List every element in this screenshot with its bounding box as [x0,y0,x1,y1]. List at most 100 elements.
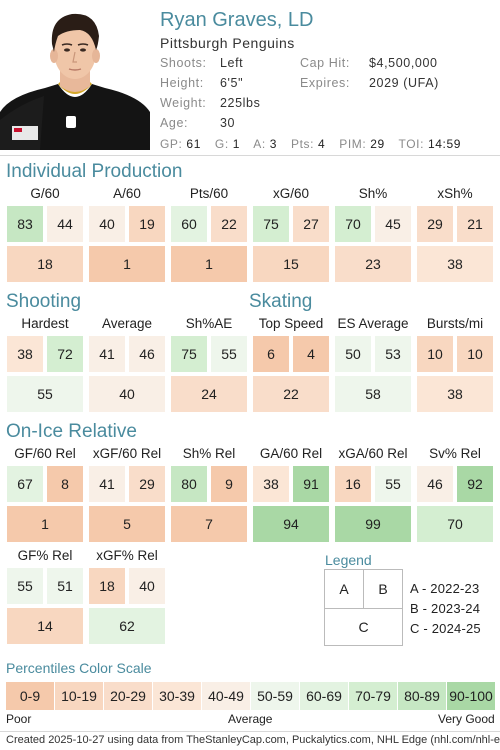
stat-cell-b: 53 [375,336,411,372]
stat-label: GA/60 Rel [259,446,323,461]
stat-cell-a: 83 [7,206,43,242]
player-team: Pittsburgh Penguins [160,35,295,51]
stat-label: xSh% [437,186,473,201]
stat-cell-b: 46 [129,336,165,372]
stat-cell-a: 67 [7,466,43,502]
stat-label: GF/60 Rel [14,446,76,461]
stat-cell-c: 23 [335,246,411,282]
scale-cell: 40-49 [202,682,250,710]
stat-label: Sh% [358,186,388,201]
scale-cell: 0-9 [6,682,54,710]
stat-cell-c: 40 [89,376,165,412]
pim-value: 29 [370,137,385,151]
stat-cell-b: 45 [375,206,411,242]
a-key: A: [253,137,266,151]
legend-title: Legend [325,552,372,568]
stat-cell-b: 29 [129,466,165,502]
height-value: 6'5" [220,76,244,90]
stat-cell-b: 72 [47,336,83,372]
height-row: Height: [160,76,204,90]
stat-cell-b: 19 [129,206,165,242]
stat-cell-c: 38 [417,376,493,412]
stat-cell-c: 38 [417,246,493,282]
stat-label: xGF% Rel [96,548,158,563]
scale-title: Percentiles Color Scale [6,660,152,676]
height-value-wrap: 6'5" [220,76,243,90]
player-name: Ryan Graves, LD [160,9,314,31]
expires-value: 2029 (UFA) [369,76,439,90]
stat-label: G/60 [30,186,60,201]
stat-cell-b: 9 [211,466,247,502]
scale-label-poor: Poor [6,712,32,726]
stat-cell-a: 70 [335,206,371,242]
age-value: 30 [220,116,236,130]
stat-cell-a: 29 [417,206,453,242]
legend-box-c: C [324,608,403,646]
pts-value: 4 [318,137,326,151]
stat-label: xGA/60 Rel [338,446,408,461]
pim-key: PIM: [339,137,367,151]
stat-cell-b: 27 [293,206,329,242]
footer-credits: Created 2025-10-27 using data from TheSt… [6,734,500,746]
stat-cell-b: 22 [211,206,247,242]
stat-cell-b: 44 [47,206,83,242]
stat-cell-b: 8 [47,466,83,502]
stat-label: Sh% Rel [182,446,236,461]
scale-cell: 30-39 [153,682,201,710]
stat-label: Pts/60 [189,186,229,201]
section-title-individual: Individual Production [6,161,183,182]
stat-label: ES Average [337,316,409,331]
weight-row: Weight: [160,96,206,110]
caphit-key: Cap Hit: [300,56,350,70]
stat-cell-b: 4 [293,336,329,372]
stat-label: A/60 [113,186,141,201]
stat-cell-b: 91 [293,466,329,502]
stat-cell-a: 60 [171,206,207,242]
toi-value: 14:59 [427,137,462,151]
stat-cell-a: 75 [253,206,289,242]
stat-cell-c: 94 [253,506,329,542]
stat-cell-b: 92 [457,466,493,502]
stat-cell-c: 18 [7,246,83,282]
expires-value-wrap: 2029 (UFA) [369,76,439,90]
gp-value: 61 [186,137,201,151]
footer-divider [0,731,500,732]
stat-cell-a: 75 [171,336,207,372]
stat-label: Sv% Rel [429,446,481,461]
stat-cell-c: 22 [253,376,329,412]
stat-cell-c: 7 [171,506,247,542]
weight-key: Weight: [160,96,207,110]
legend-text-a: A - 2022-23 [410,581,480,596]
section-title-shooting: Shooting [6,291,82,312]
caphit-value: $4,500,000 [369,56,438,70]
section-title-onice: On-Ice Relative [6,421,137,442]
stat-cell-c: 55 [7,376,83,412]
stat-cell-a: 55 [7,568,43,604]
stat-cell-a: 38 [253,466,289,502]
stat-cell-b: 10 [457,336,493,372]
scale-cell: 10-19 [55,682,103,710]
stat-cell-a: 16 [335,466,371,502]
stat-cell-a: 18 [89,568,125,604]
stat-label: xG/60 [272,186,310,201]
stat-cell-a: 80 [171,466,207,502]
stat-cell-c: 1 [7,506,83,542]
g-value: 1 [232,137,241,151]
stat-cell-c: 15 [253,246,329,282]
scale-label-very-good: Very Good [438,712,495,726]
stat-cell-a: 41 [89,466,125,502]
gp-key: GP: [160,137,183,151]
scale-cell: 50-59 [251,682,299,710]
stat-cell-c: 24 [171,376,247,412]
a-value: 3 [269,137,278,151]
stat-cell-a: 40 [89,206,125,242]
season-statline: GP: 61 G: 1 A: 3 Pts: 4 PIM: 29 TOI: 14:… [160,137,461,151]
stat-cell-c: 99 [335,506,411,542]
player-photo [0,0,150,150]
scale-cell: 80-89 [398,682,446,710]
expires-key: Expires: [300,76,350,90]
stat-cell-b: 40 [129,568,165,604]
shoots-value: Left [220,56,244,70]
g-key: G: [214,137,229,151]
stat-cell-a: 10 [417,336,453,372]
